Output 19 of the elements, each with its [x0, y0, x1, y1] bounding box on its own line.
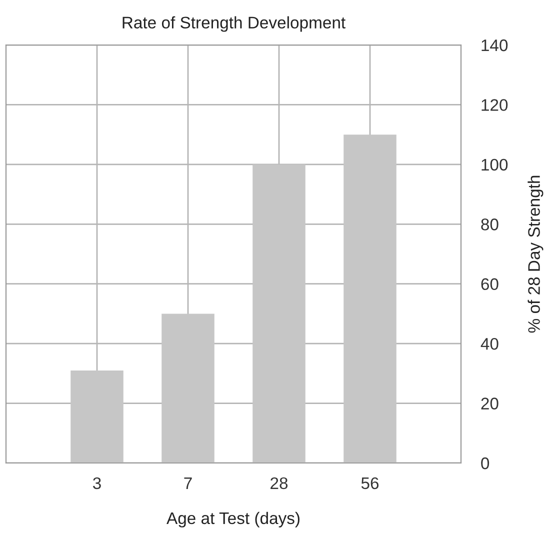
y-tick-label: 120 — [482, 99, 508, 111]
y-tick-label: 40 — [480, 338, 498, 350]
y-tick-label: 140 — [482, 39, 508, 52]
x-tick-label: 56 — [361, 477, 379, 490]
chart-title: Rate of Strength Development — [122, 16, 346, 32]
bar — [252, 164, 306, 463]
y-tick-label: 100 — [482, 158, 508, 171]
bar — [70, 370, 124, 463]
x-tick-label: 28 — [270, 477, 288, 490]
y-tick-label: 60 — [481, 278, 498, 290]
x-tick-label: 3 — [93, 477, 101, 490]
y-tick-label: 0 — [481, 457, 490, 470]
bar — [162, 314, 214, 463]
y-axis-title: % of 28 Day Strength — [528, 176, 544, 333]
x-tick-label: 7 — [184, 478, 192, 489]
y-tick-label: 20 — [481, 398, 498, 410]
y-tick-label: 80 — [481, 218, 498, 230]
bar — [344, 134, 396, 463]
x-axis-title: Age at Test (days) — [166, 512, 300, 528]
